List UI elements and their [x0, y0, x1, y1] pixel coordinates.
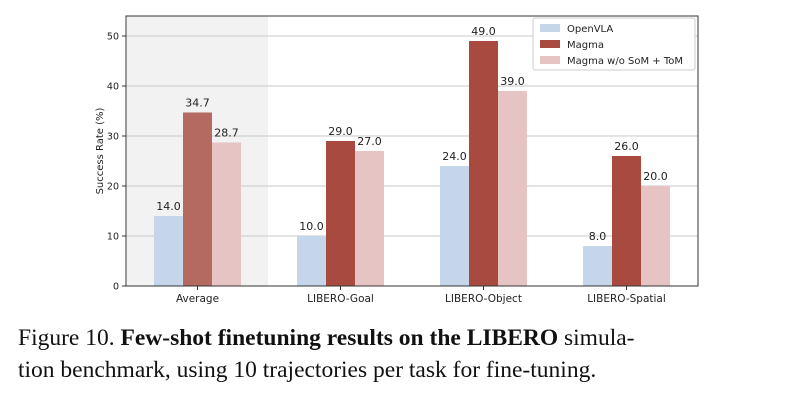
bar — [154, 216, 183, 286]
y-tick-label: 30 — [107, 132, 119, 143]
data-label: 28.7 — [214, 127, 239, 140]
bar — [297, 236, 326, 286]
caption-label: Figure 10. — [18, 325, 115, 351]
data-label: 27.0 — [357, 135, 382, 148]
bar — [583, 246, 612, 286]
bar — [641, 186, 670, 286]
data-label: 8.0 — [589, 230, 607, 243]
legend-label-magma-wo: Magma w/o SoM + ToM — [567, 56, 683, 67]
legend-swatch-magma-wo — [540, 56, 560, 64]
y-tick-label: 10 — [107, 232, 119, 243]
bar — [183, 112, 212, 286]
y-axis-label: Success Rate (%) — [95, 107, 106, 194]
x-category-label: LIBERO-Object — [445, 293, 522, 305]
y-tick-label: 40 — [107, 82, 119, 93]
y-axis-ticks: 0 10 20 30 40 50 — [107, 32, 126, 293]
bar — [498, 91, 527, 286]
legend: OpenVLA Magma Magma w/o SoM + ToM — [532, 17, 696, 71]
y-tick-label: 20 — [107, 182, 119, 193]
caption-bold-title: Few-shot finetuning results on the LIBER… — [120, 325, 559, 351]
bar-chart: 14.0 34.7 28.7 10.0 29.0 27.0 24.0 49.0 39.0 8.0 2… — [95, 15, 699, 305]
y-tick-label: 50 — [107, 32, 119, 43]
caption-text-line2: tion benchmark, using 10 trajectories pe… — [18, 357, 597, 383]
legend-swatch-openvla — [540, 24, 560, 32]
data-label: 29.0 — [328, 125, 353, 138]
legend-swatch-magma — [540, 40, 560, 48]
bar — [440, 166, 469, 286]
data-label: 49.0 — [471, 25, 496, 38]
data-label: 39.0 — [500, 75, 525, 88]
bar — [326, 141, 355, 286]
data-label: 20.0 — [643, 170, 668, 183]
legend-label-openvla: OpenVLA — [567, 24, 613, 35]
figure-caption: Figure 10. Few-shot finetuning results o… — [18, 322, 783, 386]
legend-box — [532, 17, 696, 71]
data-label: 14.0 — [156, 200, 181, 213]
data-label: 10.0 — [299, 220, 324, 233]
data-label: 24.0 — [442, 150, 467, 163]
bar — [612, 156, 641, 286]
x-category-label: LIBERO-Goal — [307, 293, 374, 305]
bars — [154, 41, 670, 286]
bar — [355, 151, 384, 286]
x-category-label: LIBERO-Spatial — [587, 293, 666, 305]
data-label: 26.0 — [614, 140, 639, 153]
bar — [469, 41, 498, 286]
data-label: 34.7 — [185, 97, 210, 110]
plot-frame — [125, 15, 699, 287]
x-axis-categories: Average LIBERO-Goal LIBERO-Object LIBERO-Sp… — [176, 286, 666, 305]
y-tick-label: 0 — [113, 282, 119, 293]
legend-label-magma: Magma — [567, 40, 604, 51]
x-category-label: Average — [176, 293, 219, 305]
bar — [212, 142, 241, 286]
caption-text-line1: simula- — [564, 325, 635, 351]
data-labels: 14.0 34.7 28.7 10.0 29.0 27.0 24.0 49.0 39.0 8.0 2… — [156, 25, 668, 243]
